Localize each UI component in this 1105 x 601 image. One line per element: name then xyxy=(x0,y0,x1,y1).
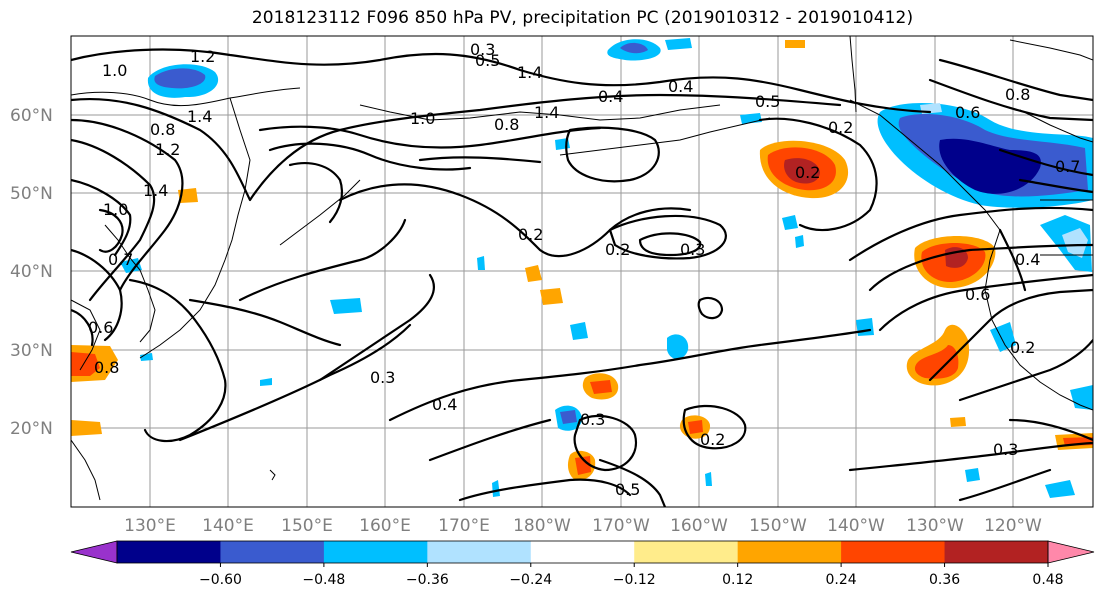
map-title: 2018123112 F096 850 hPa PV, precipitatio… xyxy=(251,8,914,28)
svg-text:140°W: 140°W xyxy=(827,516,885,536)
svg-text:0.7: 0.7 xyxy=(108,250,133,269)
colorbar xyxy=(70,540,1095,564)
colorbar-bin xyxy=(530,541,635,563)
svg-text:0.4: 0.4 xyxy=(668,77,693,96)
svg-text:0.5: 0.5 xyxy=(615,480,640,499)
svg-text:0.3: 0.3 xyxy=(680,240,705,259)
svg-text:60°N: 60°N xyxy=(10,106,53,126)
svg-text:0.2: 0.2 xyxy=(795,163,820,182)
colorbar-bin xyxy=(634,541,739,563)
svg-text:0.2: 0.2 xyxy=(828,118,853,137)
svg-text:1.2: 1.2 xyxy=(190,47,215,66)
colorbar-tick-label: 0.48 xyxy=(1032,572,1063,588)
svg-text:160°E: 160°E xyxy=(359,516,411,536)
latitude-labels: 60°N 50°N 40°N 30°N 20°N xyxy=(10,106,53,439)
svg-text:0.2: 0.2 xyxy=(1010,338,1035,357)
svg-text:0.2: 0.2 xyxy=(518,225,543,244)
pv-contours xyxy=(71,48,1093,507)
svg-text:0.7: 0.7 xyxy=(1055,157,1080,176)
svg-text:170°E: 170°E xyxy=(438,516,490,536)
colorbar-extend-low xyxy=(70,540,118,564)
svg-text:0.5: 0.5 xyxy=(755,92,780,111)
svg-text:30°N: 30°N xyxy=(10,341,53,361)
svg-text:130°E: 130°E xyxy=(124,516,176,536)
svg-text:0.2: 0.2 xyxy=(700,430,725,449)
colorbar-tick-label: 0.12 xyxy=(722,572,753,588)
colorbar-tick-label: −0.24 xyxy=(509,572,552,588)
svg-text:150°W: 150°W xyxy=(749,516,807,536)
svg-text:0.3: 0.3 xyxy=(580,410,605,429)
svg-text:0.4: 0.4 xyxy=(432,395,457,414)
contour-labels: 1.2 1.0 1.4 0.8 1.2 1.4 1.0 0.7 0.6 0.8 … xyxy=(88,40,1080,499)
svg-text:140°E: 140°E xyxy=(202,516,254,536)
svg-text:1.4: 1.4 xyxy=(143,181,168,200)
colorbar-tick-label: −0.60 xyxy=(199,572,242,588)
svg-text:1.0: 1.0 xyxy=(103,200,128,219)
svg-text:1.0: 1.0 xyxy=(410,109,435,128)
svg-text:0.6: 0.6 xyxy=(88,318,113,337)
colorbar-tick-label: −0.48 xyxy=(302,572,345,588)
svg-text:0.2: 0.2 xyxy=(605,240,630,259)
svg-text:1.2: 1.2 xyxy=(155,140,180,159)
svg-text:0.5: 0.5 xyxy=(475,51,500,70)
svg-text:0.3: 0.3 xyxy=(470,40,495,59)
svg-text:0.3: 0.3 xyxy=(993,440,1018,459)
colorbar-tick-label: 0.24 xyxy=(826,572,857,588)
svg-text:180°W: 180°W xyxy=(513,516,571,536)
colorbar-bin xyxy=(841,541,946,563)
svg-text:50°N: 50°N xyxy=(10,184,53,204)
svg-text:40°N: 40°N xyxy=(10,262,53,282)
colorbar-frame xyxy=(116,540,1049,564)
svg-text:0.6: 0.6 xyxy=(965,285,990,304)
longitude-labels: 130°E 140°E 150°E 160°E 170°E 180°W 170°… xyxy=(124,516,1042,536)
svg-text:1.4: 1.4 xyxy=(517,63,542,82)
svg-text:0.8: 0.8 xyxy=(1005,85,1030,104)
colorbar-tick-label: −0.12 xyxy=(613,572,656,588)
colorbar-bin xyxy=(737,541,842,563)
svg-text:160°W: 160°W xyxy=(670,516,728,536)
colorbar-tick-label: −0.36 xyxy=(406,572,449,588)
colorbar-bin xyxy=(117,541,221,563)
svg-text:1.0: 1.0 xyxy=(102,61,127,80)
svg-text:0.4: 0.4 xyxy=(1015,250,1040,269)
colorbar-ticks: −0.60 −0.48 −0.36 −0.24 −0.12 0.12 0.24 0.36 0.4… xyxy=(199,563,1064,588)
coastlines xyxy=(71,36,1093,501)
svg-text:120°W: 120°W xyxy=(984,516,1042,536)
colorbar-extend-high xyxy=(1047,540,1095,564)
svg-text:130°W: 130°W xyxy=(906,516,964,536)
svg-text:0.3: 0.3 xyxy=(370,368,395,387)
colorbar-tick-label: 0.36 xyxy=(929,572,960,588)
svg-text:0.8: 0.8 xyxy=(150,120,175,139)
svg-text:0.8: 0.8 xyxy=(494,115,519,134)
colorbar-bin xyxy=(427,541,532,563)
svg-text:1.4: 1.4 xyxy=(187,107,212,126)
svg-text:0.6: 0.6 xyxy=(955,103,980,122)
svg-text:150°E: 150°E xyxy=(281,516,333,536)
colorbar-bin xyxy=(220,541,325,563)
colorbar-bin xyxy=(323,541,428,563)
svg-text:1.4: 1.4 xyxy=(534,103,559,122)
precip-shading xyxy=(71,38,1093,498)
svg-text:20°N: 20°N xyxy=(10,419,53,439)
colorbar-bin xyxy=(944,541,1049,563)
svg-text:0.4: 0.4 xyxy=(598,87,623,106)
svg-text:170°W: 170°W xyxy=(592,516,650,536)
plot-frame xyxy=(70,35,1094,508)
svg-text:0.8: 0.8 xyxy=(94,358,119,377)
